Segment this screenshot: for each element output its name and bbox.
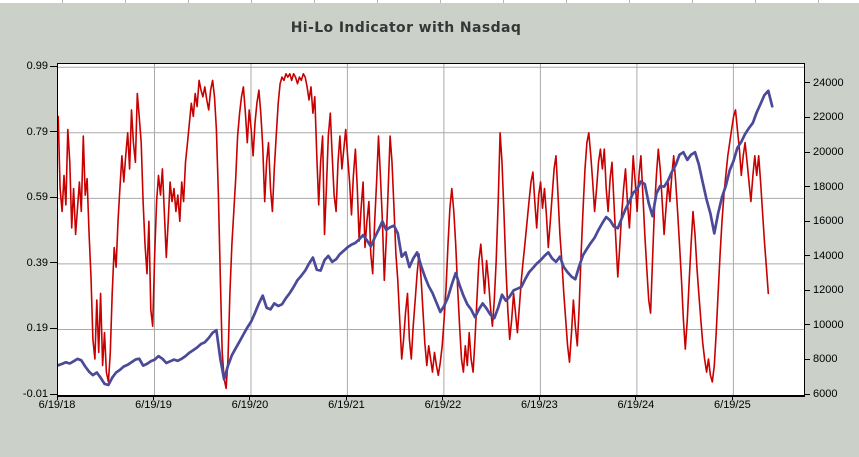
- right-axis-tick-label: 20000: [813, 146, 844, 159]
- x-axis-tick-label: 6/19/20: [231, 399, 269, 411]
- right-axis-tick: [804, 393, 810, 395]
- x-axis-tick: [249, 395, 251, 400]
- x-axis-tick: [56, 395, 58, 400]
- x-axis-tick-label: 6/19/25: [714, 399, 751, 411]
- x-axis-tick: [442, 395, 444, 400]
- left-axis-tick: [50, 131, 57, 133]
- left-axis-tick: [50, 196, 57, 198]
- right-axis-tick-label: 18000: [813, 180, 844, 193]
- chart-title: Hi-Lo Indicator with Nasdaq: [290, 20, 522, 36]
- x-axis-tick-label: 6/19/23: [521, 399, 558, 411]
- right-axis-tick: [804, 289, 810, 291]
- x-axis-tick-label: 6/19/18: [38, 399, 76, 411]
- x-axis-tick-label: 6/19/22: [424, 399, 462, 411]
- x-axis-tick: [152, 395, 154, 400]
- hilo-series-line: [58, 73, 770, 390]
- right-axis-tick: [804, 220, 810, 222]
- x-axis-tick-label: 6/19/19: [135, 399, 172, 411]
- right-axis-tick: [804, 151, 810, 153]
- left-axis-tick: [50, 327, 57, 329]
- right-axis-tick-label: 16000: [813, 215, 844, 228]
- plot-svg: [58, 64, 804, 395]
- right-axis-tick: [804, 358, 810, 360]
- nasdaq-series-line: [58, 89, 774, 387]
- left-axis-tick-label: 0.79: [26, 125, 48, 138]
- right-axis-tick: [804, 82, 810, 84]
- x-axis-tick: [635, 395, 637, 400]
- x-axis-tick: [731, 395, 733, 400]
- right-axis-tick-label: 8000: [813, 353, 838, 366]
- right-axis-tick-label: 24000: [813, 76, 844, 89]
- left-axis-tick-label: 0.59: [26, 191, 48, 204]
- left-axis-tick-label: 0.99: [26, 60, 48, 73]
- left-axis-tick: [50, 65, 57, 67]
- left-axis-tick: [50, 262, 57, 264]
- x-axis-tick: [538, 395, 540, 400]
- left-axis-tick: [50, 393, 57, 395]
- right-axis-tick: [804, 255, 810, 257]
- x-axis-tick-label: 6/19/21: [328, 399, 365, 411]
- chart-plot-area: [57, 63, 805, 397]
- right-axis-tick-label: 6000: [813, 388, 838, 400]
- right-axis-tick-label: 10000: [813, 318, 844, 331]
- right-axis-tick: [804, 324, 810, 326]
- right-axis-tick-label: 14000: [813, 249, 844, 262]
- right-axis-tick: [804, 116, 810, 118]
- x-axis-tick-label: 6/19/24: [617, 399, 655, 411]
- top-ruler: [0, 0, 859, 3]
- left-axis-tick-label: 0.19: [26, 322, 48, 335]
- left-axis-tick-label: -0.01: [22, 388, 48, 400]
- right-axis-tick: [804, 186, 810, 188]
- right-axis-tick-label: 12000: [813, 284, 844, 297]
- x-axis-tick: [345, 395, 347, 400]
- right-axis-tick-label: 22000: [813, 111, 844, 124]
- left-axis-tick-label: 0.39: [26, 256, 48, 269]
